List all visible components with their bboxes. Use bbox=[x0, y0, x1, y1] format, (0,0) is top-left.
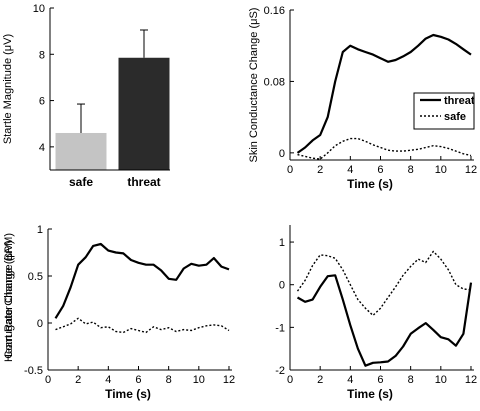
x-axis-label: Time (s) bbox=[105, 387, 151, 401]
y-tick-label: -1 bbox=[275, 322, 285, 334]
line-chart-1: 0 0.08 0.16 Skin Conductance Change (μS) 0 2 4… bbox=[248, 5, 477, 191]
bar-safe bbox=[55, 132, 107, 170]
series-line-safe bbox=[296, 250, 472, 317]
y-tick-label: 0 bbox=[37, 318, 43, 330]
y-tick-label: 0 bbox=[279, 280, 285, 292]
x-tick-label: 0 bbox=[287, 374, 293, 386]
x-tick-label: 6 bbox=[135, 374, 141, 386]
y-tick-label: -0.5 bbox=[24, 365, 43, 377]
x-tick-label: 2 bbox=[317, 164, 323, 176]
x-axis-label: Time (s) bbox=[347, 177, 393, 191]
y-tick-label: 1 bbox=[37, 224, 43, 236]
legend-label-safe: safe bbox=[444, 111, 466, 123]
x-tick-label: 2 bbox=[317, 374, 323, 386]
x-tick-label: 12 bbox=[465, 374, 477, 386]
x-tick-label: 8 bbox=[408, 164, 414, 176]
category-label: safe bbox=[69, 175, 93, 189]
x-tick-label: 8 bbox=[408, 374, 414, 386]
series-line-safe bbox=[297, 137, 472, 160]
x-tick-label: 4 bbox=[105, 374, 111, 386]
x-tick-label: 6 bbox=[377, 374, 383, 386]
x-tick-label: 8 bbox=[166, 374, 172, 386]
x-tick-label: 0 bbox=[45, 374, 51, 386]
y-tick-label: 0.5 bbox=[28, 271, 43, 283]
y-axis-label: Heart Rate Change (BPM) bbox=[3, 233, 15, 362]
x-tick-label: 2 bbox=[75, 374, 81, 386]
y-tick-label: 0 bbox=[279, 148, 285, 160]
x-tick-label: 4 bbox=[347, 164, 353, 176]
x-tick-label: 12 bbox=[223, 374, 235, 386]
x-axis-label: Time (s) bbox=[347, 387, 393, 401]
x-tick-label: 10 bbox=[193, 374, 205, 386]
x-tick-label: 12 bbox=[465, 164, 477, 176]
y-tick-label: 0.16 bbox=[264, 5, 285, 17]
y-axis-label: Skin Conductance Change (μS) bbox=[248, 8, 260, 163]
y-axis-label: Corrugator Change (μV) bbox=[3, 240, 15, 358]
y-axis-label: Startle Magnitude (μV) bbox=[2, 34, 14, 144]
category-label: threat bbox=[127, 175, 160, 189]
series-line-threat bbox=[54, 242, 230, 319]
y-tick-label: 10 bbox=[33, 3, 45, 15]
y-tick-label: 1 bbox=[279, 237, 285, 249]
y-tick-label: -2 bbox=[275, 365, 285, 377]
series-line-safe bbox=[55, 317, 230, 334]
series-line-threat bbox=[296, 274, 473, 367]
startle-bar-chart: safe threat 4 6 8 10 Startle Magnitude (μV) bbox=[2, 3, 170, 189]
y-tick-label: 6 bbox=[39, 96, 45, 108]
legend: threat safe bbox=[413, 92, 475, 130]
x-tick-label: 4 bbox=[347, 374, 353, 386]
series-line-threat bbox=[296, 33, 472, 154]
y-tick-label: 0.08 bbox=[264, 76, 285, 88]
legend-label-threat: threat bbox=[444, 95, 475, 107]
bar-threat bbox=[118, 57, 170, 170]
x-tick-label: 10 bbox=[435, 164, 447, 176]
x-tick-label: 10 bbox=[435, 374, 447, 386]
x-tick-label: 6 bbox=[377, 164, 383, 176]
x-tick-label: 0 bbox=[287, 164, 293, 176]
y-tick-label: 4 bbox=[39, 142, 45, 154]
y-tick-label: 8 bbox=[39, 49, 45, 61]
